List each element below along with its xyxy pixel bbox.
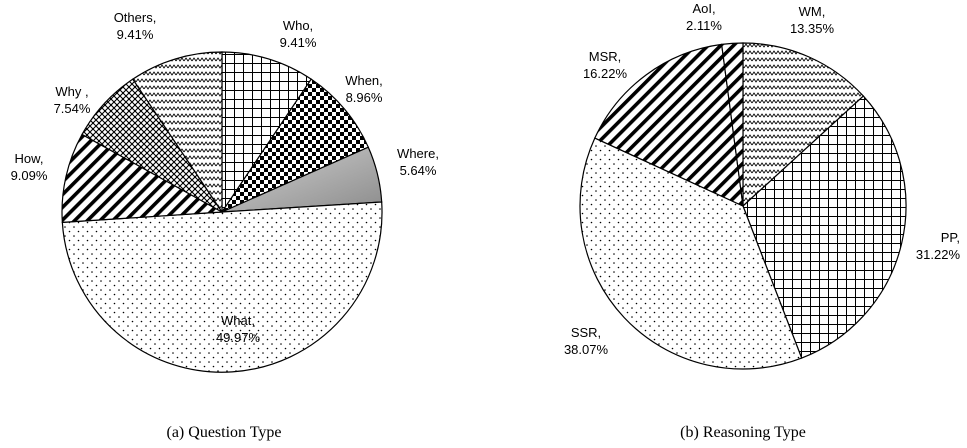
pie-slice-aoi bbox=[720, 42, 744, 207]
slice-label-pp: PP, 31.22% bbox=[916, 230, 961, 262]
slice-label-ssr: SSR, 38.07% bbox=[564, 325, 609, 357]
slice-label-how: How, 9.09% bbox=[11, 151, 48, 183]
caption-question-type: (a) Question Type bbox=[167, 424, 282, 441]
caption-reasoning-type: (b) Reasoning Type bbox=[680, 424, 806, 441]
slice-label-others: Others, 9.41% bbox=[114, 10, 157, 42]
slice-label-why: Why , 7.54% bbox=[54, 84, 91, 116]
pie-slice-others bbox=[131, 51, 223, 214]
pie-reasoning-type: WM, 13.35% PP, 31.22% SSR, 38.07% MSR, 16.22% Ao… bbox=[564, 1, 961, 370]
slice-label-msr: MSR, 16.22% bbox=[583, 49, 628, 81]
pie-slice-pp bbox=[742, 95, 907, 359]
pie-slice-ssr bbox=[579, 137, 803, 370]
slice-label-what: What, 49.97% bbox=[216, 313, 261, 345]
slice-label-when: When, 8.96% bbox=[345, 73, 383, 105]
slice-label-where: Where, 5.64% bbox=[397, 146, 439, 178]
pie-slice-when bbox=[220, 78, 370, 214]
slice-label-aoi: AoI, 2.11% bbox=[686, 1, 722, 33]
pie-slice-wm bbox=[742, 42, 865, 208]
slice-label-who: Who, 9.41% bbox=[280, 18, 317, 50]
pie-slice-what bbox=[61, 201, 383, 373]
pie-slice-who bbox=[221, 51, 313, 214]
pie-question-type: Who, 9.41% When, 8.96% Where, 5.64% What, 49.97… bbox=[11, 10, 439, 373]
slice-label-wm: WM, 13.35% bbox=[790, 4, 835, 36]
pie-slice-how bbox=[61, 133, 225, 224]
pie-slice-msr bbox=[594, 43, 744, 207]
